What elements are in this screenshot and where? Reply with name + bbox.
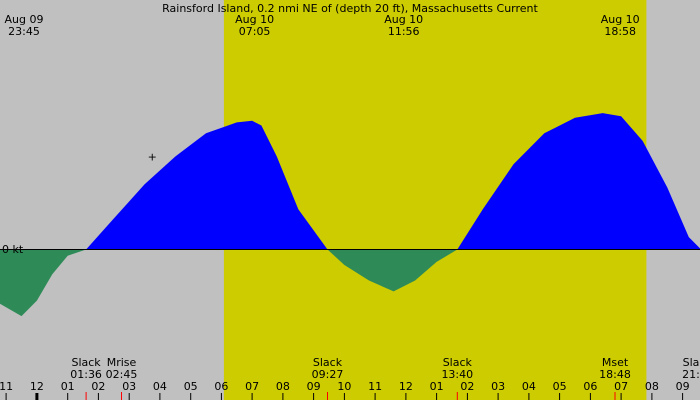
event-name: Mrise bbox=[107, 356, 137, 369]
event-name: Mset bbox=[602, 356, 629, 369]
flood-area bbox=[457, 113, 700, 250]
current-areas bbox=[0, 113, 700, 317]
event-name: Sla bbox=[683, 356, 700, 369]
hour-tick-label: 12 bbox=[30, 380, 44, 393]
top-label-time: 07:05 bbox=[239, 25, 271, 38]
current-time-marker: + bbox=[148, 151, 157, 164]
hour-tick-label: 01 bbox=[61, 380, 75, 393]
top-label-time: 18:58 bbox=[604, 25, 636, 38]
hour-tick-label: 06 bbox=[214, 380, 228, 393]
hour-tick-label: 09 bbox=[307, 380, 321, 393]
event-time: 01:36 bbox=[70, 368, 102, 381]
hour-tick-label: 03 bbox=[122, 380, 136, 393]
top-label-time: 11:56 bbox=[388, 25, 420, 38]
hour-tick-label: 09 bbox=[676, 380, 690, 393]
event-time: 13:40 bbox=[441, 368, 473, 381]
hour-tick-label: 02 bbox=[91, 380, 105, 393]
hour-tick-label: 04 bbox=[153, 380, 167, 393]
flood-area bbox=[86, 120, 328, 250]
top-label-time: 23:45 bbox=[8, 25, 40, 38]
hour-tick-label: 12 bbox=[399, 380, 413, 393]
hour-tick-label: 08 bbox=[276, 380, 290, 393]
chart-title: Rainsford Island, 0.2 nmi NE of (depth 2… bbox=[162, 2, 538, 15]
zero-label: 0 kt bbox=[2, 243, 24, 256]
marker-symbol: + bbox=[148, 151, 157, 164]
event-time: 21: bbox=[682, 368, 700, 381]
event-time: 09:27 bbox=[312, 368, 344, 381]
ebb-area bbox=[327, 249, 458, 292]
hour-tick-label: 05 bbox=[184, 380, 198, 393]
hour-tick-label: 04 bbox=[522, 380, 536, 393]
event-time: 02:45 bbox=[106, 368, 138, 381]
top-label-date: Aug 10 bbox=[601, 13, 640, 26]
event-labels: Slack01:36Mrise02:45Slack09:27Slack13:40… bbox=[70, 356, 700, 400]
event-name: Slack bbox=[443, 356, 473, 369]
top-label-date: Aug 09 bbox=[5, 13, 44, 26]
hour-tick-label: 02 bbox=[460, 380, 474, 393]
hour-ticks: 11 12 01 02 03 04 05 06 07 08 09 10 11 12 01 02 03 04 05 06… bbox=[0, 380, 690, 400]
hour-tick-label: 03 bbox=[491, 380, 505, 393]
hour-tick-label: 01 bbox=[430, 380, 444, 393]
hour-tick-label: 08 bbox=[645, 380, 659, 393]
event-name: Slack bbox=[71, 356, 101, 369]
hour-tick-label: 05 bbox=[553, 380, 567, 393]
hour-tick-label: 07 bbox=[245, 380, 259, 393]
hour-tick-label: 11 bbox=[368, 380, 382, 393]
hour-tick-label: 07 bbox=[614, 380, 628, 393]
ebb-area bbox=[0, 249, 87, 317]
top-label-date: Aug 10 bbox=[384, 13, 423, 26]
event-time: 18:48 bbox=[599, 368, 631, 381]
hour-tick-label: 10 bbox=[337, 380, 351, 393]
hour-tick-label: 06 bbox=[583, 380, 597, 393]
event-name: Slack bbox=[313, 356, 343, 369]
top-label-date: Aug 10 bbox=[235, 13, 274, 26]
hour-tick-label: 11 bbox=[0, 380, 13, 393]
